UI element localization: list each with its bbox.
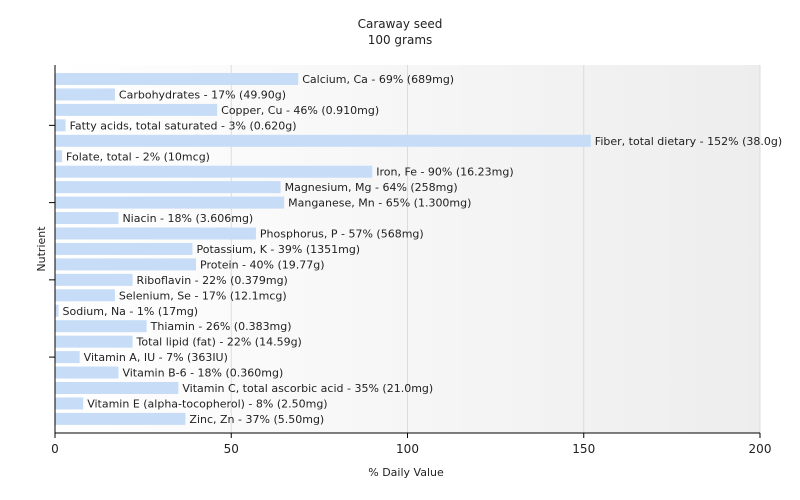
bar-label: Protein - 40% (19.77g) [200, 258, 325, 271]
bar [55, 181, 281, 194]
bar [55, 320, 147, 333]
bar [55, 382, 179, 394]
grid-layer [230, 65, 761, 433]
bar-label: Iron, Fe - 90% (16.23mg) [376, 166, 513, 179]
bar [55, 412, 186, 425]
bar [55, 304, 59, 317]
bar-label: Phosphorus, P - 57% (568mg) [260, 228, 424, 241]
bar-label: Niacin - 18% (3.606mg) [122, 212, 253, 225]
bar-label: Potassium, K - 39% (1351mg) [196, 243, 360, 256]
y-axis-label: Nutrient [35, 226, 48, 272]
bar-label: Magnesium, Mg - 64% (258mg) [285, 181, 458, 194]
x-tick-label: 100 [396, 442, 419, 456]
bar [55, 165, 373, 178]
bar-label: Thiamin - 26% (0.383mg) [150, 320, 292, 333]
bar [55, 366, 119, 379]
bar [55, 227, 256, 240]
bar-label: Sodium, Na - 1% (17mg) [63, 305, 199, 318]
bar [55, 103, 218, 116]
chart-subtitle: 100 grams [368, 33, 433, 47]
x-tick-label: 0 [51, 442, 59, 456]
chart-title: Caraway seed [358, 17, 443, 31]
bar [55, 196, 285, 209]
bar-label: Calcium, Ca - 69% (689mg) [302, 73, 454, 86]
bar [55, 289, 115, 302]
bar-label: Total lipid (fat) - 22% (14.59g) [136, 336, 302, 349]
bar [55, 134, 591, 147]
bar-label: Vitamin E (alpha-tocopherol) - 8% (2.50m… [87, 397, 327, 410]
bar [55, 273, 133, 286]
x-tick-label: 50 [224, 442, 239, 456]
bar [55, 73, 299, 85]
axis-layer: 0 50 100 150 200 [49, 65, 771, 456]
x-tick-label: 200 [749, 442, 772, 456]
bar [55, 150, 63, 163]
bar [55, 119, 66, 132]
bar-label: Carbohydrates - 17% (49.90g) [119, 88, 286, 101]
bar [55, 258, 196, 271]
bar-label: Selenium, Se - 17% (12.1mcg) [119, 289, 287, 302]
bar-layer: Calcium, Ca - 69% (689mg) Carbohydrates -… [55, 73, 782, 426]
bar-label: Manganese, Mn - 65% (1.300mg) [288, 197, 471, 210]
bar-label: Vitamin A, IU - 7% (363IU) [84, 351, 228, 364]
x-axis-label: % Daily Value [368, 466, 444, 479]
bar-label: Zinc, Zn - 37% (5.50mg) [189, 413, 324, 426]
bar [55, 335, 133, 348]
bar-label: Fatty acids, total saturated - 3% (0.620… [70, 119, 297, 132]
bar [55, 242, 193, 255]
bar [55, 88, 115, 101]
bar [55, 212, 119, 225]
bar [55, 351, 80, 364]
bar [55, 397, 84, 410]
bar-label: Vitamin B-6 - 18% (0.360mg) [122, 367, 283, 380]
bar-label: Vitamin C, total ascorbic acid - 35% (21… [182, 382, 433, 395]
bar-label: Folate, total - 2% (10mcg) [66, 150, 210, 163]
bar-label: Copper, Cu - 46% (0.910mg) [221, 104, 379, 117]
x-tick-label: 150 [572, 442, 595, 456]
bar-label: Riboflavin - 22% (0.379mg) [137, 274, 288, 287]
bar-label: Fiber, total dietary - 152% (38.0g) [595, 135, 782, 148]
